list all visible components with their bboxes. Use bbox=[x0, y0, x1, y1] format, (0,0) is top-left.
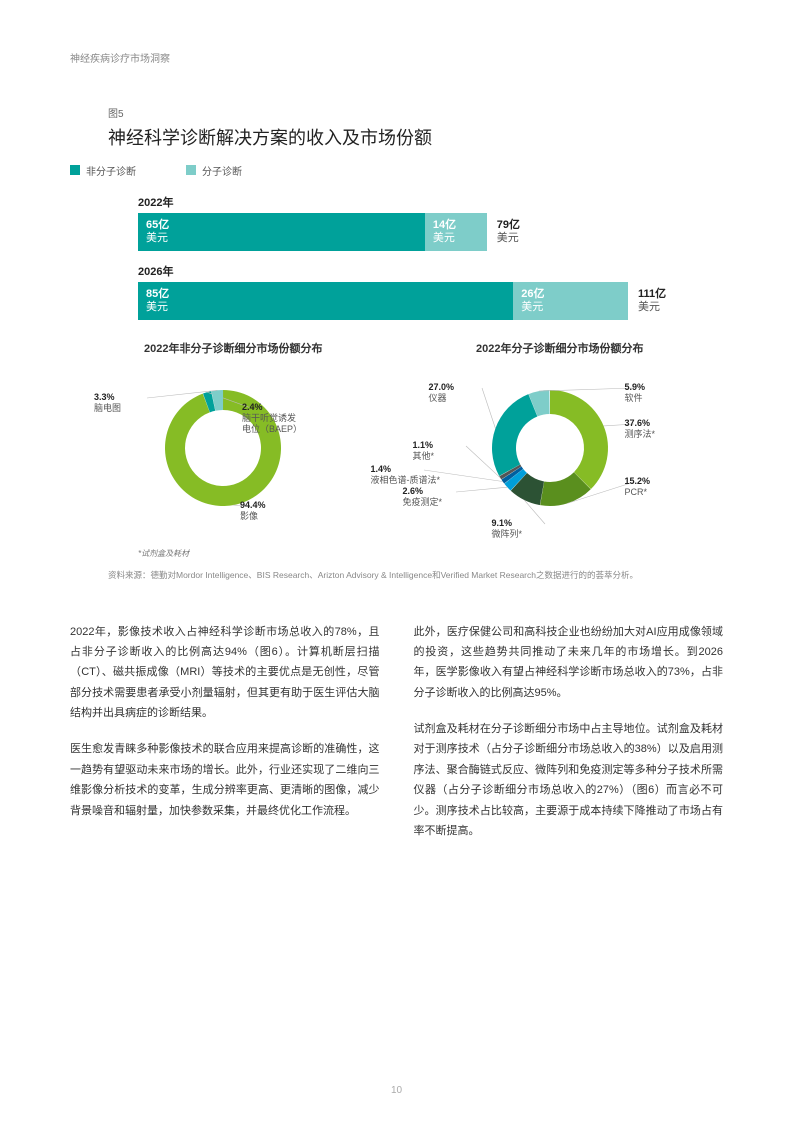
chart-source: 资料来源：德勤对Mordor Intelligence、BIS Research… bbox=[108, 569, 723, 582]
donut-row: 2022年非分子诊断细分市场份额分布 94.4%影像 2.4%脑干听觉诱发电位（BA… bbox=[70, 340, 723, 538]
donut-wrap: 37.6%测序法*15.2%PCR*9.1%微阵列*2.6%免疫测定*1.4%液… bbox=[397, 368, 724, 538]
body-column-left: 2022年，影像技术收入占神经科学诊断市场总收入的78%，且占非分子诊断收入的比… bbox=[70, 622, 380, 857]
donut-svg bbox=[83, 368, 383, 538]
bar-group: 2022年 65亿美元14亿美元79亿美元 bbox=[138, 194, 723, 251]
donut-slice-label: 2.6%免疫测定* bbox=[403, 486, 443, 508]
donut-title: 2022年非分子诊断细分市场份额分布 bbox=[70, 340, 397, 356]
donut-chart: 2022年非分子诊断细分市场份额分布 94.4%影像 2.4%脑干听觉诱发电位（BA… bbox=[70, 340, 397, 538]
bar-segment: 65亿美元 bbox=[138, 213, 425, 251]
donut-svg bbox=[410, 368, 710, 538]
chart-footnote: *试剂盒及耗材 bbox=[138, 548, 723, 559]
chart-legend: 非分子诊断 分子诊断 bbox=[70, 162, 723, 180]
legend-swatch bbox=[70, 165, 80, 175]
body-column-right: 此外，医疗保健公司和高科技企业也纷纷加大对AI应用成像领域的投资，这些趋势共同推… bbox=[414, 622, 724, 857]
donut-wrap: 94.4%影像 2.4%脑干听觉诱发电位（BAEP） 3.3%脑电图 bbox=[70, 368, 397, 538]
stacked-bars: 2022年 65亿美元14亿美元79亿美元 2026年 85亿美元26亿美元111亿美… bbox=[70, 194, 723, 320]
donut-slice-label: 94.4%影像 bbox=[240, 500, 266, 522]
body-paragraph: 此外，医疗保健公司和高科技企业也纷纷加大对AI应用成像领域的投资，这些趋势共同推… bbox=[414, 622, 724, 703]
figure-number: 图5 bbox=[108, 105, 723, 120]
donut-chart: 2022年分子诊断细分市场份额分布 37.6%测序法* 15.2%PCR* 9.1%微… bbox=[397, 340, 724, 538]
page-number: 10 bbox=[0, 1085, 793, 1096]
legend-swatch bbox=[186, 165, 196, 175]
donut-slice-label: 37.6%测序法* bbox=[625, 418, 656, 440]
bar-total: 111亿美元 bbox=[628, 282, 666, 320]
donut-slice-label: 1.4%液相色谱-质谱法* bbox=[371, 464, 441, 486]
chart-title: 神经科学诊断解决方案的收入及市场份额 bbox=[108, 124, 723, 150]
donut-slice-label: 27.0%仪器 bbox=[429, 382, 455, 404]
legend-item: 非分子诊断 bbox=[70, 163, 136, 178]
donut-slice-label: 3.3%脑电图 bbox=[94, 392, 121, 414]
header-tag: 神经疾病诊疗市场洞察 bbox=[70, 50, 723, 65]
legend-label: 分子诊断 bbox=[202, 163, 242, 178]
bar-row: 65亿美元14亿美元79亿美元 bbox=[138, 213, 723, 251]
donut-slice-label: 2.4%脑干听觉诱发电位（BAEP） bbox=[242, 402, 302, 434]
bar-segment: 14亿美元 bbox=[425, 213, 487, 251]
bar-segment: 26亿美元 bbox=[513, 282, 628, 320]
donut-slice-label: 9.1%微阵列* bbox=[492, 518, 523, 540]
body-columns: 2022年，影像技术收入占神经科学诊断市场总收入的78%，且占非分子诊断收入的比… bbox=[70, 622, 723, 857]
bar-group: 2026年 85亿美元26亿美元111亿美元 bbox=[138, 263, 723, 320]
bar-row: 85亿美元26亿美元111亿美元 bbox=[138, 282, 723, 320]
donut-slice-label: 15.2%PCR* bbox=[625, 476, 651, 498]
bar-total: 79亿美元 bbox=[487, 213, 520, 251]
donut-slice-label: 1.1%其他* bbox=[413, 440, 435, 462]
bar-year-label: 2026年 bbox=[138, 263, 723, 279]
legend-item: 分子诊断 bbox=[186, 163, 242, 178]
body-paragraph: 2022年，影像技术收入占神经科学诊断市场总收入的78%，且占非分子诊断收入的比… bbox=[70, 622, 380, 724]
bar-segment: 85亿美元 bbox=[138, 282, 513, 320]
donut-slice-label: 5.9%软件 bbox=[625, 382, 646, 404]
bar-year-label: 2022年 bbox=[138, 194, 723, 210]
donut-slice bbox=[550, 390, 608, 489]
body-paragraph: 试剂盒及耗材在分子诊断细分市场中占主导地位。试剂盒及耗材对于测序技术（占分子诊断… bbox=[414, 719, 724, 841]
legend-label: 非分子诊断 bbox=[86, 163, 136, 178]
donut-slice bbox=[492, 394, 537, 476]
donut-title: 2022年分子诊断细分市场份额分布 bbox=[397, 340, 724, 356]
body-paragraph: 医生愈发青睐多种影像技术的联合应用来提高诊断的准确性，这一趋势有望驱动未来市场的… bbox=[70, 739, 380, 820]
